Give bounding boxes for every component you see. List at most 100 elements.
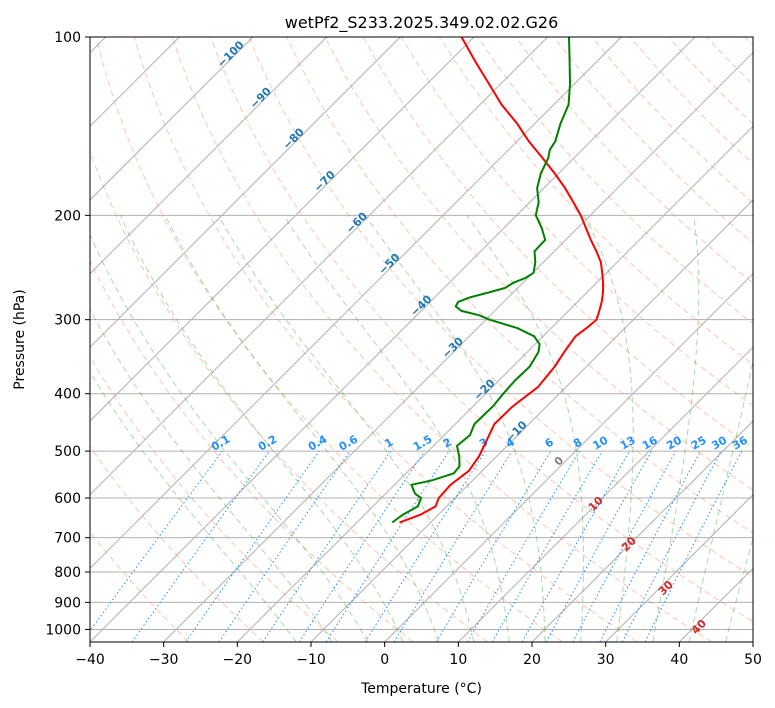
dry-adiabat <box>171 37 712 642</box>
moist-adiabat <box>652 215 700 642</box>
mixing-ratio-line <box>90 450 223 632</box>
chart-title: wetPf2_S233.2025.349.02.02.G26 <box>285 13 559 33</box>
x-axis-label: Temperature (°C) <box>360 681 482 697</box>
mixing-ratio-line <box>545 450 653 642</box>
dry-adiabat <box>553 37 753 244</box>
mixing-ratio-line <box>218 450 351 642</box>
mixing-ratio-line <box>131 450 270 642</box>
isotherm-line <box>163 51 753 642</box>
moist-adiabat-label: 40 <box>689 617 709 637</box>
mixing-ratio-label: 36 <box>730 433 750 452</box>
y-tick-label: 500 <box>54 444 81 460</box>
mixing-ratio-label: 13 <box>618 434 638 453</box>
moist-adiabat <box>90 233 369 642</box>
mixing-ratio-line <box>521 450 630 642</box>
isotherm-label: −80 <box>280 125 307 152</box>
isotherm-line <box>90 37 328 275</box>
dry-adiabat <box>90 356 339 642</box>
isotherm-line <box>678 567 753 642</box>
mixing-ratio-line <box>262 450 392 642</box>
mixing-ratio-line <box>572 450 677 642</box>
x-tick-label: −10 <box>296 652 326 668</box>
mixing-ratio-line <box>185 450 320 642</box>
isotherm-line <box>90 37 475 422</box>
isotherm-label: −30 <box>440 334 467 361</box>
mixing-ratio-label: 20 <box>664 433 684 452</box>
moist-adiabat <box>164 215 439 642</box>
mixing-ratio-label: 6 <box>543 435 556 450</box>
y-tick-label: 200 <box>54 208 81 224</box>
x-tick-label: 0 <box>380 652 389 668</box>
moist-adiabat <box>90 370 297 642</box>
isotherm-line <box>310 199 753 642</box>
x-tick-label: 10 <box>449 652 467 668</box>
dry-adiabat <box>324 37 753 491</box>
isotherm-label: −70 <box>311 168 338 195</box>
x-tick-label: 30 <box>597 652 615 668</box>
y-tick-label: 800 <box>54 565 81 581</box>
moist-adiabat <box>119 215 404 642</box>
dewpoint-profile-line <box>391 37 572 524</box>
isotherm-label: −10 <box>503 418 530 445</box>
mixing-ratio-label: 0.6 <box>337 432 361 453</box>
isotherm-line <box>457 346 753 642</box>
y-tick-label: 300 <box>54 313 81 329</box>
y-tick-label: 400 <box>54 387 81 403</box>
y-tick-label: 1000 <box>45 622 81 638</box>
mixing-ratio-line <box>298 450 425 642</box>
mixing-ratio-line <box>435 450 552 642</box>
dry-adiabat <box>95 37 563 642</box>
x-tick-label: −40 <box>75 652 105 668</box>
isotherm-line <box>90 37 549 496</box>
dry-adiabat <box>668 37 753 125</box>
mixing-ratio-label: 0.2 <box>256 433 279 454</box>
mixing-ratio-line <box>325 450 450 642</box>
isotherm-line <box>236 125 753 642</box>
mixing-ratio-label: 8 <box>571 436 584 451</box>
isotherm-line <box>384 272 753 642</box>
mixing-ratio-line <box>393 450 513 642</box>
background-lines <box>90 37 753 642</box>
moist-adiabat-label: 20 <box>619 534 639 554</box>
y-tick-label: 700 <box>54 531 81 547</box>
y-tick-label: 100 <box>54 30 81 46</box>
moist-adiabat <box>364 215 546 642</box>
dry-adiabat <box>90 150 488 642</box>
isotherm-line <box>531 420 753 642</box>
isotherm-line <box>605 493 753 642</box>
isotherm-line <box>90 37 622 570</box>
dry-adiabat <box>706 37 753 86</box>
mixing-ratio-line <box>599 450 701 642</box>
isotherm-label: −90 <box>247 85 274 112</box>
moist-adiabat-label: 0 <box>552 454 567 469</box>
y-tick-label: 600 <box>54 491 81 507</box>
mixing-ratio-label: 16 <box>640 433 660 452</box>
x-tick-label: 50 <box>744 652 762 668</box>
dry-adiabat <box>90 259 414 642</box>
x-tick-label: −30 <box>149 652 179 668</box>
y-tick-label: 900 <box>54 595 81 611</box>
mixing-ratio-label: 0.1 <box>209 433 232 454</box>
mixing-ratio-label: 10 <box>591 433 611 452</box>
isotherm-line <box>90 37 696 642</box>
mixing-ratio-label: 25 <box>689 434 709 453</box>
moist-adiabat <box>218 215 475 642</box>
mixing-ratio-line <box>364 450 486 642</box>
dry-adiabat <box>90 531 190 642</box>
moist-adiabat <box>688 358 753 642</box>
profile-series <box>391 37 605 524</box>
temperature-profile-line <box>399 37 605 524</box>
dry-adiabat <box>90 445 264 642</box>
mixing-ratio-label: 30 <box>709 433 729 452</box>
isotherm-label: −100 <box>215 38 247 70</box>
isotherm-label: −20 <box>471 376 498 403</box>
moist-adiabat <box>466 215 584 642</box>
dry-adiabat <box>591 37 753 204</box>
dry-adiabat <box>286 37 753 534</box>
dry-adiabat <box>210 37 753 623</box>
mixing-ratio-line <box>644 450 743 642</box>
x-tick-label: −20 <box>223 652 253 668</box>
mixing-ratio-label: 1.5 <box>411 433 434 454</box>
moist-adiabat <box>283 215 510 642</box>
